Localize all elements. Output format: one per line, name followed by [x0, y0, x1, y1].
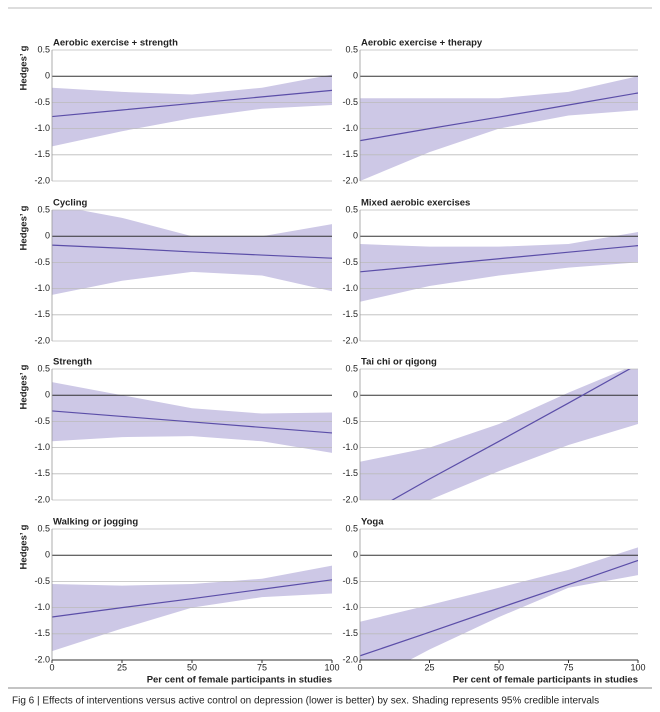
y-axis-label: Hedges’ g [19, 364, 30, 409]
y-tick-label: -1.0 [342, 602, 358, 612]
y-tick-label: 0.5 [345, 523, 358, 533]
y-tick-label: -0.5 [34, 576, 50, 586]
y-tick-label: -1.5 [34, 149, 50, 159]
x-axis-label: Per cent of female participants in studi… [453, 675, 638, 686]
panel-title: Strength [53, 357, 92, 368]
y-tick-label: 0 [353, 231, 358, 241]
x-tick-label: 50 [494, 662, 504, 672]
y-tick-label: 0.5 [37, 363, 50, 373]
y-tick-label: 0 [45, 231, 50, 241]
y-axis-label: Hedges’ g [19, 205, 30, 250]
credible-band [360, 369, 638, 500]
x-axis-label: Per cent of female participants in studi… [147, 675, 332, 686]
y-tick-label: -0.5 [342, 257, 358, 267]
y-tick-label: 0 [45, 71, 50, 81]
y-tick-label: 0.5 [345, 44, 358, 54]
y-tick-label: -2.0 [34, 175, 50, 185]
x-tick-label: 25 [117, 662, 127, 672]
y-tick-label: -0.5 [34, 257, 50, 267]
y-tick-label: -1.0 [342, 283, 358, 293]
y-tick-label: 0.5 [37, 44, 50, 54]
y-tick-label: -1.0 [342, 123, 358, 133]
y-tick-label: -0.5 [342, 416, 358, 426]
y-tick-label: 0.5 [345, 204, 358, 214]
caption: Fig 6 | Effects of interventions versus … [12, 696, 599, 707]
y-tick-label: 0 [353, 71, 358, 81]
trend-line [360, 92, 638, 142]
y-tick-label: -1.0 [34, 123, 50, 133]
credible-band [52, 210, 332, 295]
panel-title: Mixed aerobic exercises [361, 198, 470, 209]
y-tick-label: -2.0 [342, 494, 358, 504]
y-tick-label: -1.0 [34, 442, 50, 452]
trend-line [52, 410, 332, 434]
y-tick-label: -1.5 [342, 628, 358, 638]
y-tick-label: 0.5 [345, 363, 358, 373]
trend-line [52, 579, 332, 618]
y-tick-label: -1.5 [34, 309, 50, 319]
x-tick-label: 75 [563, 662, 573, 672]
x-tick-label: 100 [630, 662, 645, 672]
y-tick-label: -1.5 [34, 468, 50, 478]
y-tick-label: 0 [353, 550, 358, 560]
y-tick-label: -2.0 [34, 654, 50, 664]
y-tick-label: -2.0 [34, 494, 50, 504]
y-tick-label: -1.0 [34, 602, 50, 612]
panel-title: Cycling [53, 198, 88, 209]
y-tick-label: -0.5 [34, 416, 50, 426]
y-tick-label: -1.5 [342, 468, 358, 478]
x-tick-label: 25 [424, 662, 434, 672]
credible-band [360, 232, 638, 302]
y-tick-label: -0.5 [342, 576, 358, 586]
y-tick-label: -0.5 [342, 97, 358, 107]
trend-line [52, 244, 332, 259]
y-tick-label: 0.5 [37, 523, 50, 533]
credible-band [52, 74, 332, 147]
trend-line [52, 89, 332, 118]
panel-title: Aerobic exercise + therapy [361, 38, 483, 49]
trend-line [360, 245, 638, 273]
y-tick-label: -1.5 [342, 149, 358, 159]
credible-band [52, 382, 332, 453]
y-tick-label: 0 [45, 390, 50, 400]
panel-title: Yoga [361, 517, 384, 528]
y-tick-label: 0 [353, 390, 358, 400]
trend-line [391, 369, 631, 500]
x-tick-label: 0 [49, 662, 54, 672]
y-tick-label: -1.5 [34, 628, 50, 638]
x-tick-label: 75 [257, 662, 267, 672]
y-tick-label: 0 [45, 550, 50, 560]
y-axis-label: Hedges’ g [19, 524, 30, 569]
y-tick-label: -1.0 [34, 283, 50, 293]
x-tick-label: 50 [187, 662, 197, 672]
y-tick-label: -2.0 [34, 335, 50, 345]
y-axis-label: Hedges’ g [19, 45, 30, 90]
panel-title: Tai chi or qigong [361, 357, 437, 368]
y-tick-label: -0.5 [34, 97, 50, 107]
y-tick-label: -1.5 [342, 309, 358, 319]
trend-line [360, 559, 638, 657]
y-tick-label: -2.0 [342, 335, 358, 345]
credible-band [52, 565, 332, 652]
panel-title: Aerobic exercise + strength [53, 38, 178, 49]
panel-title: Walking or jogging [53, 517, 138, 528]
y-tick-label: -2.0 [342, 654, 358, 664]
x-tick-label: 100 [324, 662, 339, 672]
y-tick-label: -2.0 [342, 175, 358, 185]
x-tick-label: 0 [357, 662, 362, 672]
y-tick-label: -1.0 [342, 442, 358, 452]
y-tick-label: 0.5 [37, 204, 50, 214]
